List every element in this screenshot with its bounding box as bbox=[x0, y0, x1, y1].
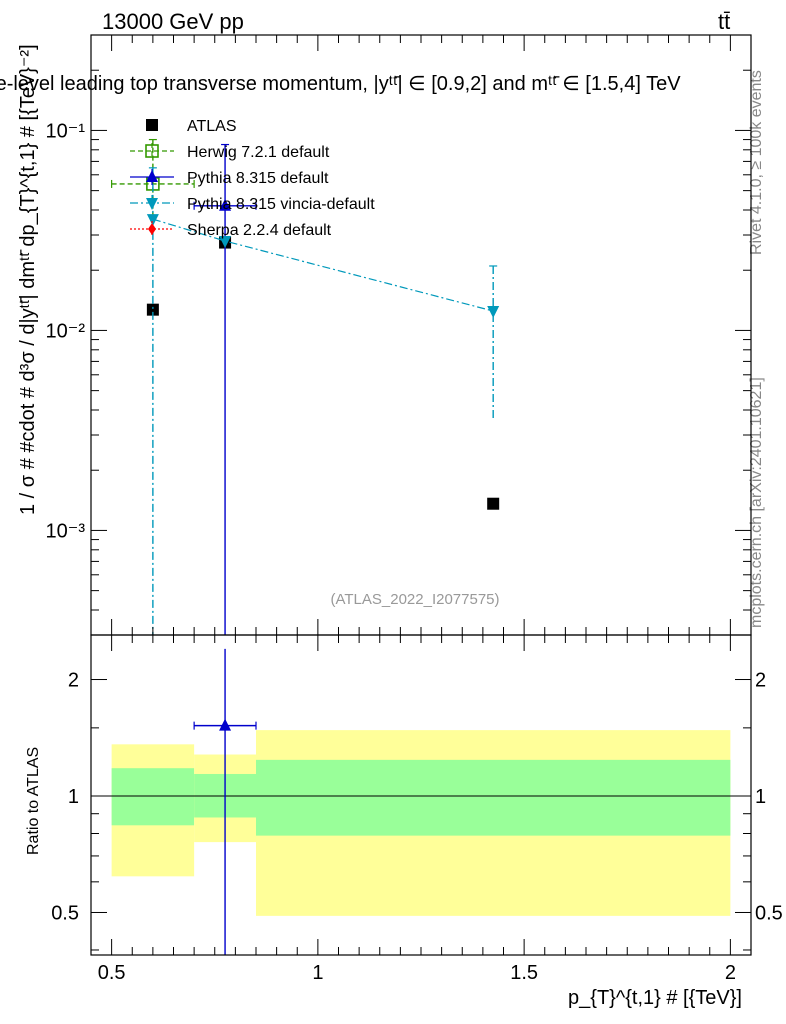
ratio-y-tick-label-right: 0.5 bbox=[755, 902, 783, 924]
header-right: tt̄ bbox=[718, 9, 730, 34]
ratio-y-tick-label: 2 bbox=[68, 670, 79, 692]
ratio-y-tick-label: 1 bbox=[68, 786, 79, 808]
ratio-y-tick-label-right: 2 bbox=[755, 670, 766, 692]
x-tick-label: 1 bbox=[312, 962, 323, 984]
legend: ATLAS Herwig 7.2.1 default Pythia 8.315 de… bbox=[130, 118, 375, 239]
legend-marker bbox=[146, 170, 158, 182]
legend-label: Herwig 7.2.1 default bbox=[187, 144, 330, 161]
legend-marker bbox=[146, 119, 158, 131]
ratio-data-point bbox=[219, 718, 232, 731]
legend-label: Pythia 8.315 vincia-default bbox=[187, 196, 375, 213]
x-tick-label: 0.5 bbox=[98, 962, 126, 984]
y-axis-label: 1 / σ # #cdot # d³σ / d|yᵗᵗ̄| dmᵗᵗ̄ dp_{… bbox=[17, 44, 39, 515]
ratio-stat-band bbox=[256, 759, 731, 836]
legend-label: Pythia 8.315 default bbox=[187, 170, 329, 187]
data-point bbox=[487, 497, 500, 510]
legend-marker bbox=[145, 144, 159, 158]
y-tick-label: 10⁻³ bbox=[46, 520, 86, 542]
mcplots-label: mcplots.cern.ch [arXiv:2401.10621] bbox=[748, 377, 765, 628]
y-tick-label: 10⁻² bbox=[46, 320, 86, 342]
x-tick-label: 1.5 bbox=[510, 962, 538, 984]
ratio-y-label: Ratio to ATLAS bbox=[25, 747, 42, 855]
y-tick-label: 10⁻¹ bbox=[46, 120, 86, 142]
main-panel: 10⁻³ 10⁻² 10⁻¹ Particle-level leading top … bbox=[0, 34, 752, 636]
legend-marker bbox=[146, 198, 158, 210]
rivet-label: Rivet 4.1.0, ≥ 100k events bbox=[748, 70, 765, 255]
data-point bbox=[219, 235, 232, 248]
ratio-panel: 0.5 1 1.5 2 0.5 0.5 1 1 2 2 Ratio to ATLAS p_{T}^… bbox=[25, 634, 783, 1009]
legend-label: Sherpa 2.2.4 default bbox=[187, 222, 332, 239]
ratio-y-tick-label-right: 1 bbox=[755, 786, 766, 808]
legend-marker bbox=[148, 223, 156, 235]
ratio-stat-band bbox=[111, 768, 195, 826]
x-tick-label: 2 bbox=[725, 962, 736, 984]
x-axis-label: p_{T}^{t,1} # [{TeV}] bbox=[568, 987, 742, 1009]
data-point bbox=[219, 198, 232, 211]
data-point bbox=[146, 303, 159, 316]
data-point bbox=[146, 214, 159, 227]
data-point bbox=[487, 306, 500, 319]
analysis-id: (ATLAS_2022_I2077575) bbox=[330, 591, 499, 608]
main-title: Particle-level leading top transverse mo… bbox=[0, 73, 681, 95]
legend-label: ATLAS bbox=[187, 118, 237, 135]
header-left: 13000 GeV pp bbox=[102, 9, 244, 34]
ratio-y-tick-label: 0.5 bbox=[51, 902, 79, 924]
